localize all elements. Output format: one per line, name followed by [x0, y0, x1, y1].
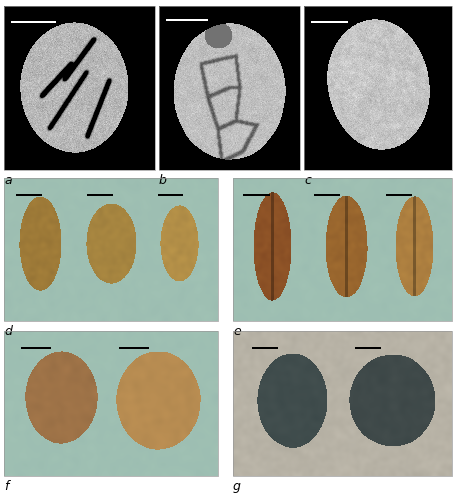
Bar — [304, 6, 452, 170]
Bar — [4, 178, 218, 321]
Bar — [233, 178, 452, 321]
Text: a: a — [5, 174, 12, 186]
Bar — [233, 331, 452, 476]
Text: g: g — [233, 480, 241, 493]
Bar — [4, 6, 155, 170]
Text: b: b — [159, 174, 167, 186]
Text: f: f — [5, 480, 9, 493]
Text: e: e — [233, 325, 241, 338]
Bar — [4, 331, 218, 476]
Text: d: d — [5, 325, 12, 338]
Bar — [159, 6, 300, 170]
Text: c: c — [304, 174, 311, 186]
